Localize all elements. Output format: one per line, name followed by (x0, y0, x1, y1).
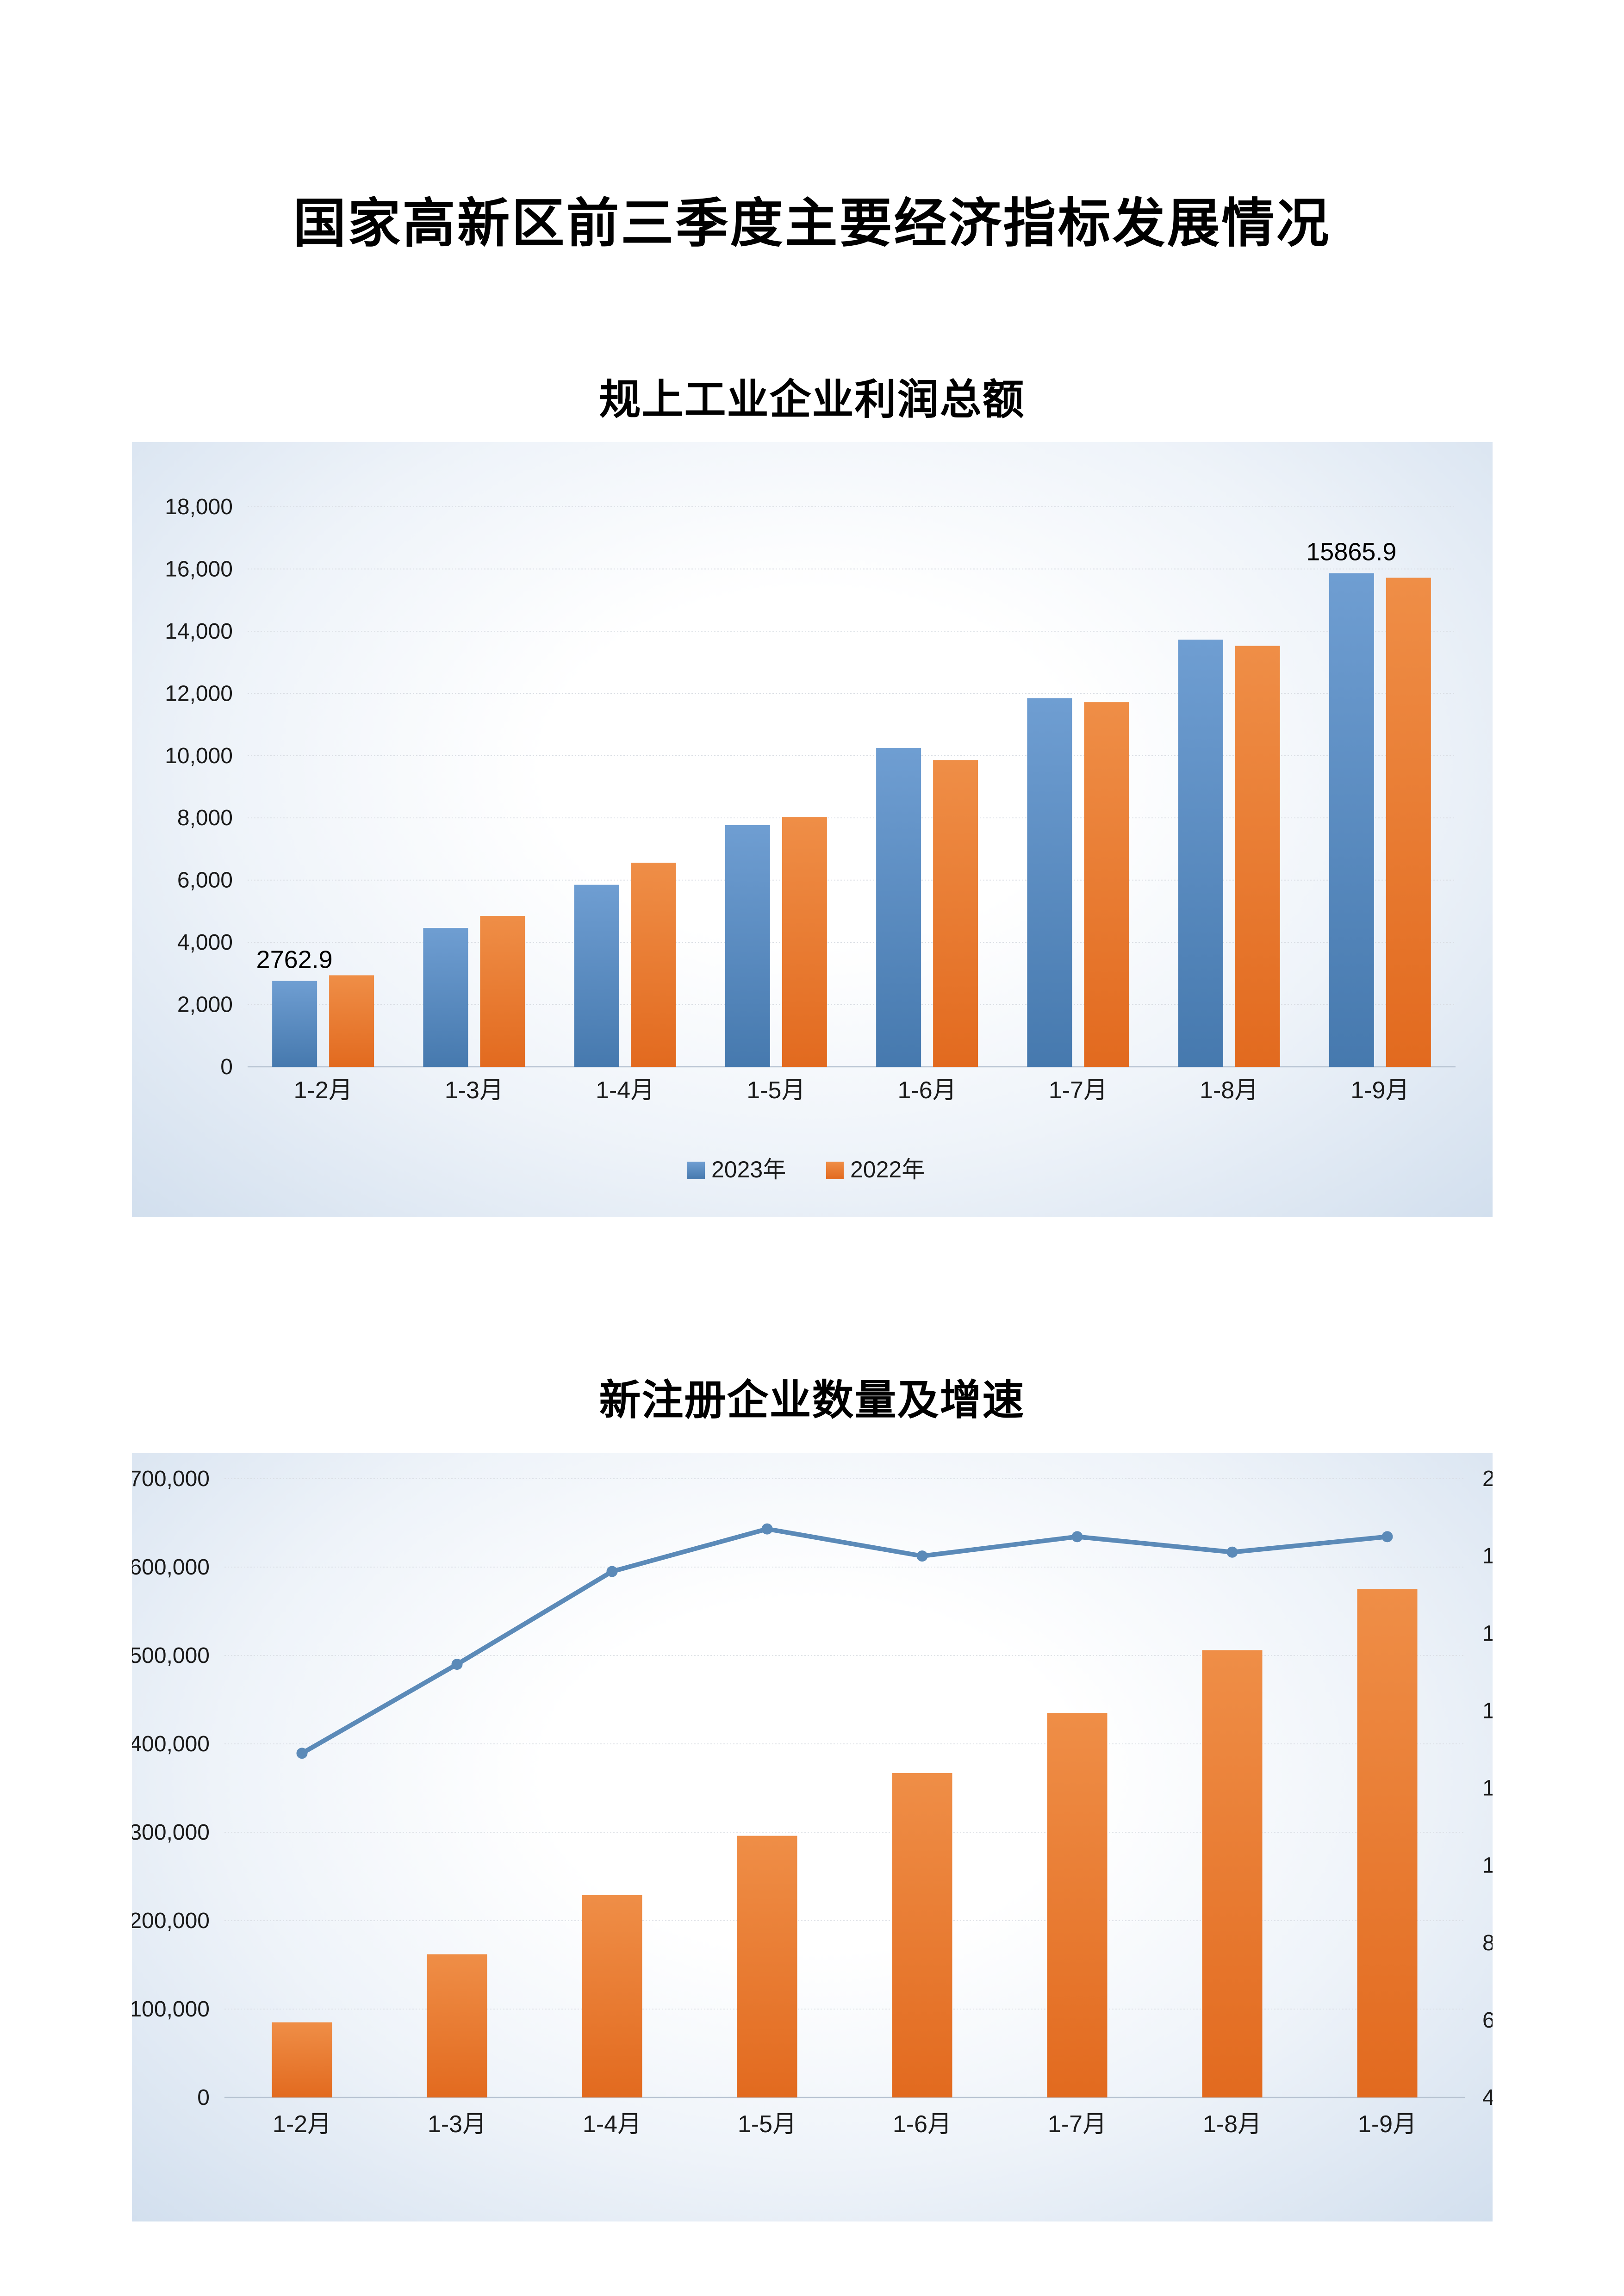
x-axis-label: 1-7月 (1049, 1077, 1108, 1104)
bar-2023年-1-9月 (1329, 573, 1374, 1067)
legend-label-2023年: 2023年 (711, 1157, 786, 1182)
left-axis-tick-label: 600,000 (132, 1555, 210, 1580)
bar-2023年-1-6月 (876, 747, 921, 1067)
bar-1-2月 (272, 2022, 332, 2097)
y-axis-tick-label: 12,000 (165, 681, 233, 706)
line-marker-1-6月 (916, 1550, 928, 1562)
x-axis-label: 1-6月 (898, 1077, 957, 1104)
growth-rate-line (299, 1526, 1390, 1756)
page-title: 国家高新区前三季度主要经济指标发展情况 (293, 194, 1331, 253)
left-axis-tick-label: 400,000 (132, 1732, 210, 1756)
x-axis-label: 1-2月 (273, 2111, 331, 2138)
bar-1-9月 (1357, 1589, 1418, 2097)
bar-2022年-1-5月 (782, 817, 827, 1067)
profit-bar-chart-canvas: 0 2,000 4,000 6,000 8,000 10,000 12,000 14,000 1… (165, 495, 1456, 1182)
right-axis-tick-label: 8% (1482, 1931, 1493, 1955)
left-axis-tick-label: 200,000 (132, 1909, 210, 1933)
x-axis-label: 1-3月 (445, 1077, 504, 1104)
x-axis-label: 1-2月 (294, 1077, 353, 1104)
chart2-title: 新注册企业数量及增速 (599, 1375, 1025, 1425)
x-axis-label: 1-9月 (1350, 1077, 1409, 1104)
registration-combo-chart-canvas: 0 100,000 200,000 300,000 400,000 500,000 600,… (132, 1467, 1493, 2138)
left-axis-tick-label: 0 (197, 2085, 210, 2110)
bar-2022年-1-3月 (480, 915, 525, 1067)
x-axis-label: 1-4月 (596, 1077, 654, 1104)
line-marker-1-2月 (296, 1748, 308, 1759)
line-marker-1-8月 (1226, 1546, 1238, 1558)
bar-2022年-1-8月 (1235, 646, 1280, 1067)
bar-1-4月 (582, 1895, 642, 2097)
x-axis-label: 1-7月 (1048, 2111, 1107, 2138)
right-axis-tick-label: 16% (1482, 1621, 1493, 1646)
x-axis-label: 1-8月 (1200, 1077, 1258, 1104)
left-axis-tick-label: 100,000 (132, 1997, 210, 2022)
registration-combo-chart: 0 100,000 200,000 300,000 400,000 500,000 600,… (132, 1453, 1493, 2221)
bar-2022年-1-4月 (631, 863, 676, 1067)
right-axis-tick-label: 4% (1482, 2085, 1493, 2110)
line-marker-1-9月 (1381, 1531, 1393, 1543)
right-axis-tick-label: 6% (1482, 2008, 1493, 2033)
right-axis-tick-label: 12% (1482, 1776, 1493, 1801)
legend-swatch-2022年 (826, 1162, 844, 1179)
right-axis-tick-label: 18% (1482, 1544, 1493, 1568)
x-axis-label: 1-5月 (738, 2111, 796, 2138)
line-marker-1-7月 (1071, 1531, 1083, 1543)
bar-1-5月 (737, 1836, 797, 2097)
line-marker-1-5月 (761, 1523, 773, 1535)
bar-2023年-1-7月 (1027, 698, 1072, 1067)
left-axis-tick-label: 700,000 (132, 1467, 210, 1491)
y-axis-tick-label: 0 (220, 1055, 233, 1079)
x-axis-label: 1-3月 (428, 2111, 486, 2138)
bar-2023年-1-2月 (272, 981, 317, 1067)
right-axis-tick-label: 20% (1482, 1467, 1493, 1491)
legend-label-2022年: 2022年 (850, 1157, 925, 1182)
left-axis-tick-label: 300,000 (132, 1820, 210, 1845)
left-axis-tick-label: 500,000 (132, 1643, 210, 1668)
bar-2022年-1-9月 (1386, 578, 1431, 1067)
line-marker-1-3月 (451, 1659, 463, 1670)
legend-swatch-2023年 (687, 1162, 705, 1179)
bar-1-6月 (892, 1773, 952, 2097)
x-axis-label: 1-9月 (1358, 2111, 1417, 2138)
bar-2023年-1-5月 (725, 825, 770, 1067)
right-axis-tick-label: 14% (1482, 1699, 1493, 1723)
bar-1-7月 (1047, 1713, 1108, 2097)
data-label: 2762.9 (256, 946, 333, 973)
chart1-title: 规上工业企业利润总额 (599, 375, 1025, 424)
bar-2022年-1-6月 (933, 760, 978, 1067)
y-axis-tick-label: 4,000 (177, 930, 233, 955)
bar-2023年-1-8月 (1178, 640, 1223, 1067)
y-axis-tick-label: 18,000 (165, 495, 233, 519)
y-axis-tick-label: 10,000 (165, 744, 233, 768)
y-axis-tick-label: 16,000 (165, 557, 233, 581)
right-axis-tick-label: 10% (1482, 1854, 1493, 1878)
bar-2022年-1-7月 (1084, 702, 1129, 1067)
x-axis-label: 1-8月 (1203, 2111, 1262, 2138)
y-axis-tick-label: 2,000 (177, 993, 233, 1017)
data-label: 15865.9 (1306, 538, 1396, 566)
y-axis-tick-label: 6,000 (177, 868, 233, 893)
bar-2023年-1-4月 (574, 884, 619, 1067)
bar-2022年-1-2月 (329, 975, 374, 1067)
y-axis-tick-label: 14,000 (165, 619, 233, 644)
bar-2023年-1-3月 (423, 928, 468, 1067)
x-axis-label: 1-6月 (893, 2111, 952, 2138)
y-axis-tick-label: 8,000 (177, 806, 233, 830)
profit-bar-chart: 0 2,000 4,000 6,000 8,000 10,000 12,000 14,000 1… (132, 442, 1493, 1217)
line-marker-1-4月 (606, 1566, 618, 1577)
bar-1-3月 (427, 1954, 487, 2097)
x-axis-label: 1-5月 (747, 1077, 805, 1104)
bar-1-8月 (1202, 1650, 1263, 2097)
x-axis-label: 1-4月 (583, 2111, 641, 2138)
